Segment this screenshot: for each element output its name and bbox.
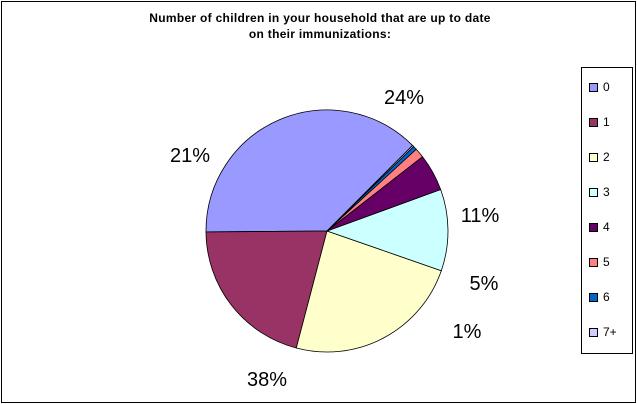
data-label-0: 38% [247,369,287,391]
pie-slice-3 [325,189,449,272]
pie-slice-2 [295,230,442,353]
legend-item-3: 3 [589,184,610,200]
legend-swatch [589,82,598,92]
chart-title-line-1: Number of children in your household tha… [149,11,491,25]
pie-slice-7plus [326,144,415,232]
legend-swatch [589,327,598,337]
legend-item-4: 4 [589,219,610,235]
chart-title-line-2: on their immunizations: [248,27,392,41]
pie-data-labels: 38% 21% 24% 11% 5% 1% [170,87,500,391]
legend-swatch [589,222,598,232]
pie-slice-0 [205,109,414,233]
legend-label: 3 [603,185,610,199]
legend-label: 7+ [603,325,617,339]
legend-label: 6 [603,290,610,304]
chart-legend: 0 1 2 3 4 5 6 7+ [581,67,633,354]
legend-item-5: 5 [589,254,610,270]
legend-item-7plus: 7+ [589,324,617,340]
legend-swatch [589,152,598,162]
data-label-5: 1% [453,321,482,343]
legend-swatch [589,257,598,267]
data-label-1: 21% [170,145,210,167]
data-label-2: 24% [384,87,424,109]
legend-item-6: 6 [589,289,610,305]
legend-label: 0 [603,80,610,94]
legend-item-2: 2 [589,149,610,165]
legend-label: 4 [603,220,610,234]
chart-title: Number of children in your household tha… [40,10,600,42]
legend-item-0: 0 [589,79,610,95]
data-label-4: 5% [470,273,499,295]
data-label-3: 11% [461,205,500,227]
legend-label: 2 [603,150,610,164]
pie-slices [205,109,449,353]
legend-label: 5 [603,255,610,269]
legend-item-1: 1 [589,114,610,130]
legend-label: 1 [603,115,610,129]
legend-swatch [589,187,598,197]
pie-slice-1 [205,230,328,349]
legend-swatch [589,117,598,127]
legend-swatch [589,292,598,302]
